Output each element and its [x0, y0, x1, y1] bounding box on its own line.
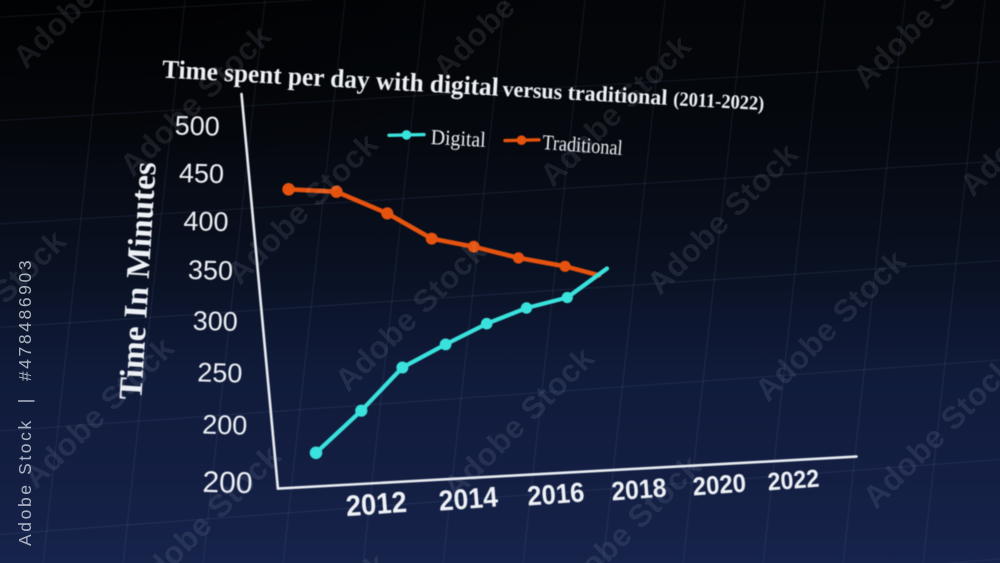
- svg-text:200: 200: [202, 410, 248, 441]
- svg-text:Adobe Stock: Adobe Stock: [649, 555, 814, 563]
- svg-text:250: 250: [197, 357, 243, 388]
- svg-text:Adobe Stock: Adobe Stock: [542, 447, 707, 563]
- svg-text:Adobe Stock: Adobe Stock: [112, 17, 277, 182]
- svg-text:Adobe Stock: Adobe Stock: [845, 0, 1000, 95]
- svg-text:Adobe Stock: Adobe Stock: [0, 222, 73, 387]
- svg-text:Adobe Stock: Adobe Stock: [747, 242, 912, 407]
- svg-text:2012: 2012: [345, 486, 408, 524]
- svg-text:Adobe Stock: Adobe Stock: [15, 329, 180, 494]
- svg-text:2014: 2014: [438, 480, 500, 516]
- svg-text:2022: 2022: [767, 465, 821, 497]
- svg-text:Digital: Digital: [430, 126, 486, 152]
- svg-text:2018: 2018: [610, 474, 667, 507]
- svg-text:Adobe Stock: Adobe Stock: [962, 457, 1000, 563]
- svg-text:300: 300: [192, 306, 238, 337]
- svg-text:Adobe Stock: Adobe Stock: [855, 349, 1000, 514]
- svg-text:400: 400: [183, 206, 229, 237]
- svg-text:200: 200: [202, 466, 253, 500]
- svg-text:Adobe Stock: Adobe Stock: [229, 545, 394, 563]
- svg-text:Adobe Stock: Adobe Stock: [122, 437, 287, 563]
- svg-text:500: 500: [174, 111, 220, 142]
- svg-text:Adobe Stock: Adobe Stock: [639, 135, 804, 300]
- svg-text:Adobe Stock: Adobe Stock: [435, 339, 600, 504]
- svg-text:Adobe Stock: Adobe Stock: [327, 232, 492, 397]
- svg-text:Adobe Stock: Adobe Stock: [425, 0, 590, 85]
- svg-text:2016: 2016: [526, 477, 585, 512]
- svg-text:Adobe Stock: Adobe Stock: [5, 0, 170, 75]
- svg-text:(2011-2022): (2011-2022): [673, 88, 765, 115]
- svg-text:Adobe Stock: Adobe Stock: [532, 27, 697, 192]
- svg-text:Adobe Stock: Adobe Stock: [219, 125, 384, 290]
- svg-text:450: 450: [179, 158, 225, 189]
- svg-text:2020: 2020: [692, 469, 747, 502]
- svg-text:Adobe Stock: Adobe Stock: [952, 37, 1000, 202]
- svg-text:350: 350: [188, 255, 234, 286]
